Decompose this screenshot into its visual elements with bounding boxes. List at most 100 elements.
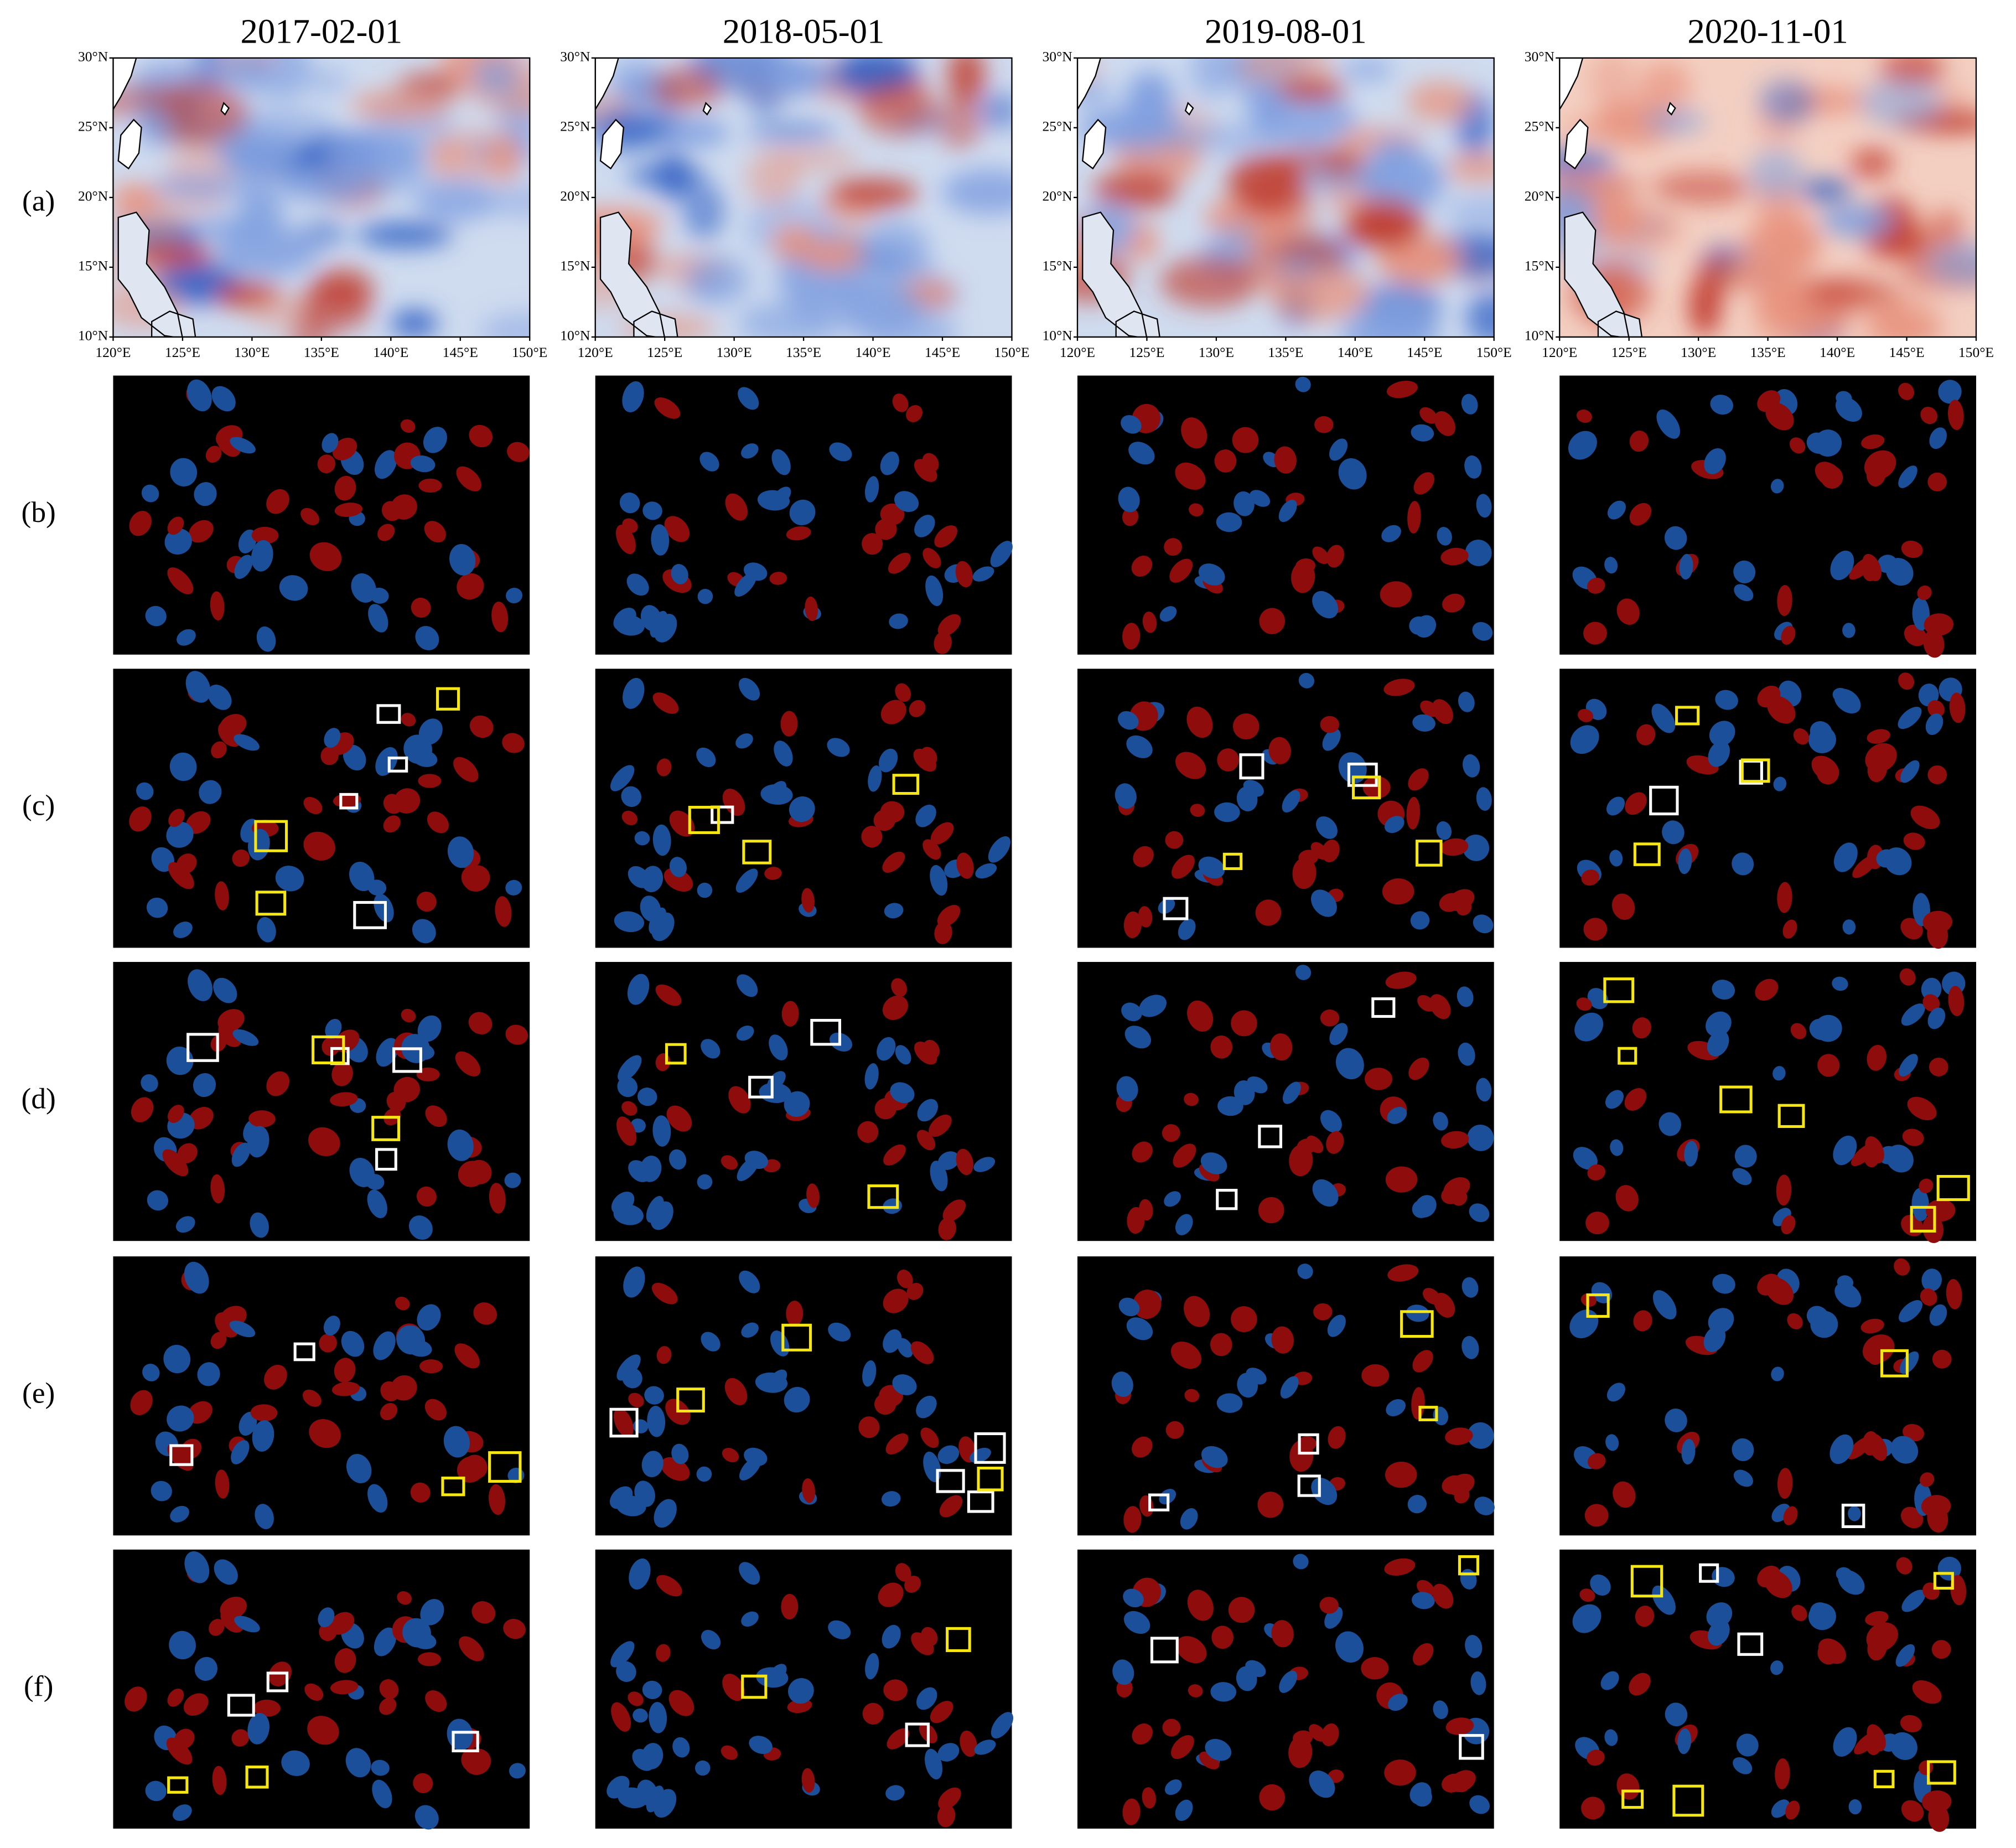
eddy <box>1733 1757 1753 1774</box>
eddy <box>391 494 417 520</box>
eddy <box>619 492 640 514</box>
eddy <box>1274 446 1297 474</box>
eddy <box>892 394 909 412</box>
eddy <box>454 1343 480 1369</box>
eddy <box>934 631 952 654</box>
detection-box <box>977 1466 1004 1492</box>
anomaly <box>1360 150 1445 211</box>
detection-box <box>387 756 408 773</box>
eddy <box>1861 434 1885 449</box>
eddy <box>802 1478 816 1503</box>
eddy <box>334 475 356 501</box>
eddy <box>1186 706 1213 738</box>
eddy <box>1461 394 1478 415</box>
detection-box <box>1630 1565 1663 1598</box>
eddy <box>1236 1666 1257 1691</box>
eddy <box>1898 672 1915 690</box>
eddy <box>1922 1215 1944 1243</box>
detection-box <box>1222 852 1243 871</box>
eddy <box>145 605 167 627</box>
eddy <box>1164 1779 1182 1795</box>
lon-label: 125°E <box>1129 344 1164 360</box>
eddy <box>459 1636 484 1661</box>
eddy <box>1365 1068 1393 1090</box>
eddy <box>1583 918 1608 941</box>
lon-label: 140°E <box>1820 344 1855 360</box>
eddy <box>151 1481 172 1502</box>
eddy <box>1180 1508 1198 1530</box>
eddy <box>505 1024 528 1045</box>
eddy <box>1293 1730 1313 1746</box>
eddy <box>1232 427 1259 453</box>
detection-box <box>227 1694 255 1717</box>
anomaly <box>305 68 350 95</box>
column-title: 2019-08-01 <box>1205 12 1367 50</box>
eddy <box>1316 816 1338 839</box>
eddy <box>864 1063 879 1090</box>
eddy <box>1629 430 1649 452</box>
anomaly <box>1246 230 1283 287</box>
eddy <box>1412 1350 1433 1373</box>
eddy <box>1312 546 1330 565</box>
eddy <box>210 1332 227 1349</box>
eddy <box>735 868 758 893</box>
eddy <box>1297 1138 1317 1154</box>
eddy <box>1175 1214 1193 1235</box>
eddy-panel <box>1559 1256 1976 1536</box>
anomaly <box>1759 79 1816 125</box>
detection-box <box>1699 1563 1719 1583</box>
eddy <box>671 564 688 584</box>
eddy <box>379 1679 399 1700</box>
eddy <box>411 1632 437 1649</box>
eddy <box>1414 1195 1437 1218</box>
eddy <box>889 613 908 629</box>
lon-label: 130°E <box>1681 344 1716 360</box>
eddy <box>1898 707 1922 729</box>
eddy-panel <box>113 669 530 948</box>
eddy <box>1128 442 1155 465</box>
anomaly <box>747 122 837 144</box>
eddy <box>1282 790 1300 813</box>
eddy <box>168 862 194 889</box>
eddy <box>1790 1023 1807 1039</box>
eddy <box>168 1105 184 1123</box>
eddy <box>644 1386 664 1405</box>
lat-label: 30°N <box>78 49 108 65</box>
eddy <box>880 801 905 823</box>
eddy <box>938 1787 961 1810</box>
eddy <box>1382 878 1414 905</box>
eddy <box>401 713 416 727</box>
eddy <box>722 789 745 816</box>
eddy <box>1782 919 1797 939</box>
eddy <box>1133 846 1154 867</box>
eddy <box>1381 525 1401 542</box>
eddy <box>1118 1297 1140 1317</box>
anomaly <box>1466 292 1494 337</box>
eddy <box>303 1389 322 1407</box>
eddy <box>1384 816 1405 834</box>
eddy <box>883 1288 909 1313</box>
eddy <box>1578 708 1593 722</box>
eddy <box>412 919 436 944</box>
eddy <box>131 1097 154 1122</box>
eddy <box>1773 1066 1786 1081</box>
detection-box <box>967 1490 994 1513</box>
eddy <box>1412 714 1435 732</box>
detection-box <box>936 1469 965 1493</box>
eddy <box>664 516 690 542</box>
eddy <box>888 552 911 574</box>
eddy <box>724 1378 748 1406</box>
eddy <box>255 1504 274 1529</box>
eddy <box>642 1680 662 1700</box>
eddy <box>652 692 679 714</box>
eddy <box>1386 1399 1406 1416</box>
anomaly <box>1447 153 1494 183</box>
land-luzon <box>599 211 678 337</box>
detection-box <box>892 774 920 795</box>
eddy <box>939 1495 963 1518</box>
eddy <box>786 526 811 541</box>
eddy <box>1765 402 1794 431</box>
eddy <box>168 809 185 827</box>
panel-background <box>113 962 530 1241</box>
eddy <box>1462 1277 1479 1298</box>
